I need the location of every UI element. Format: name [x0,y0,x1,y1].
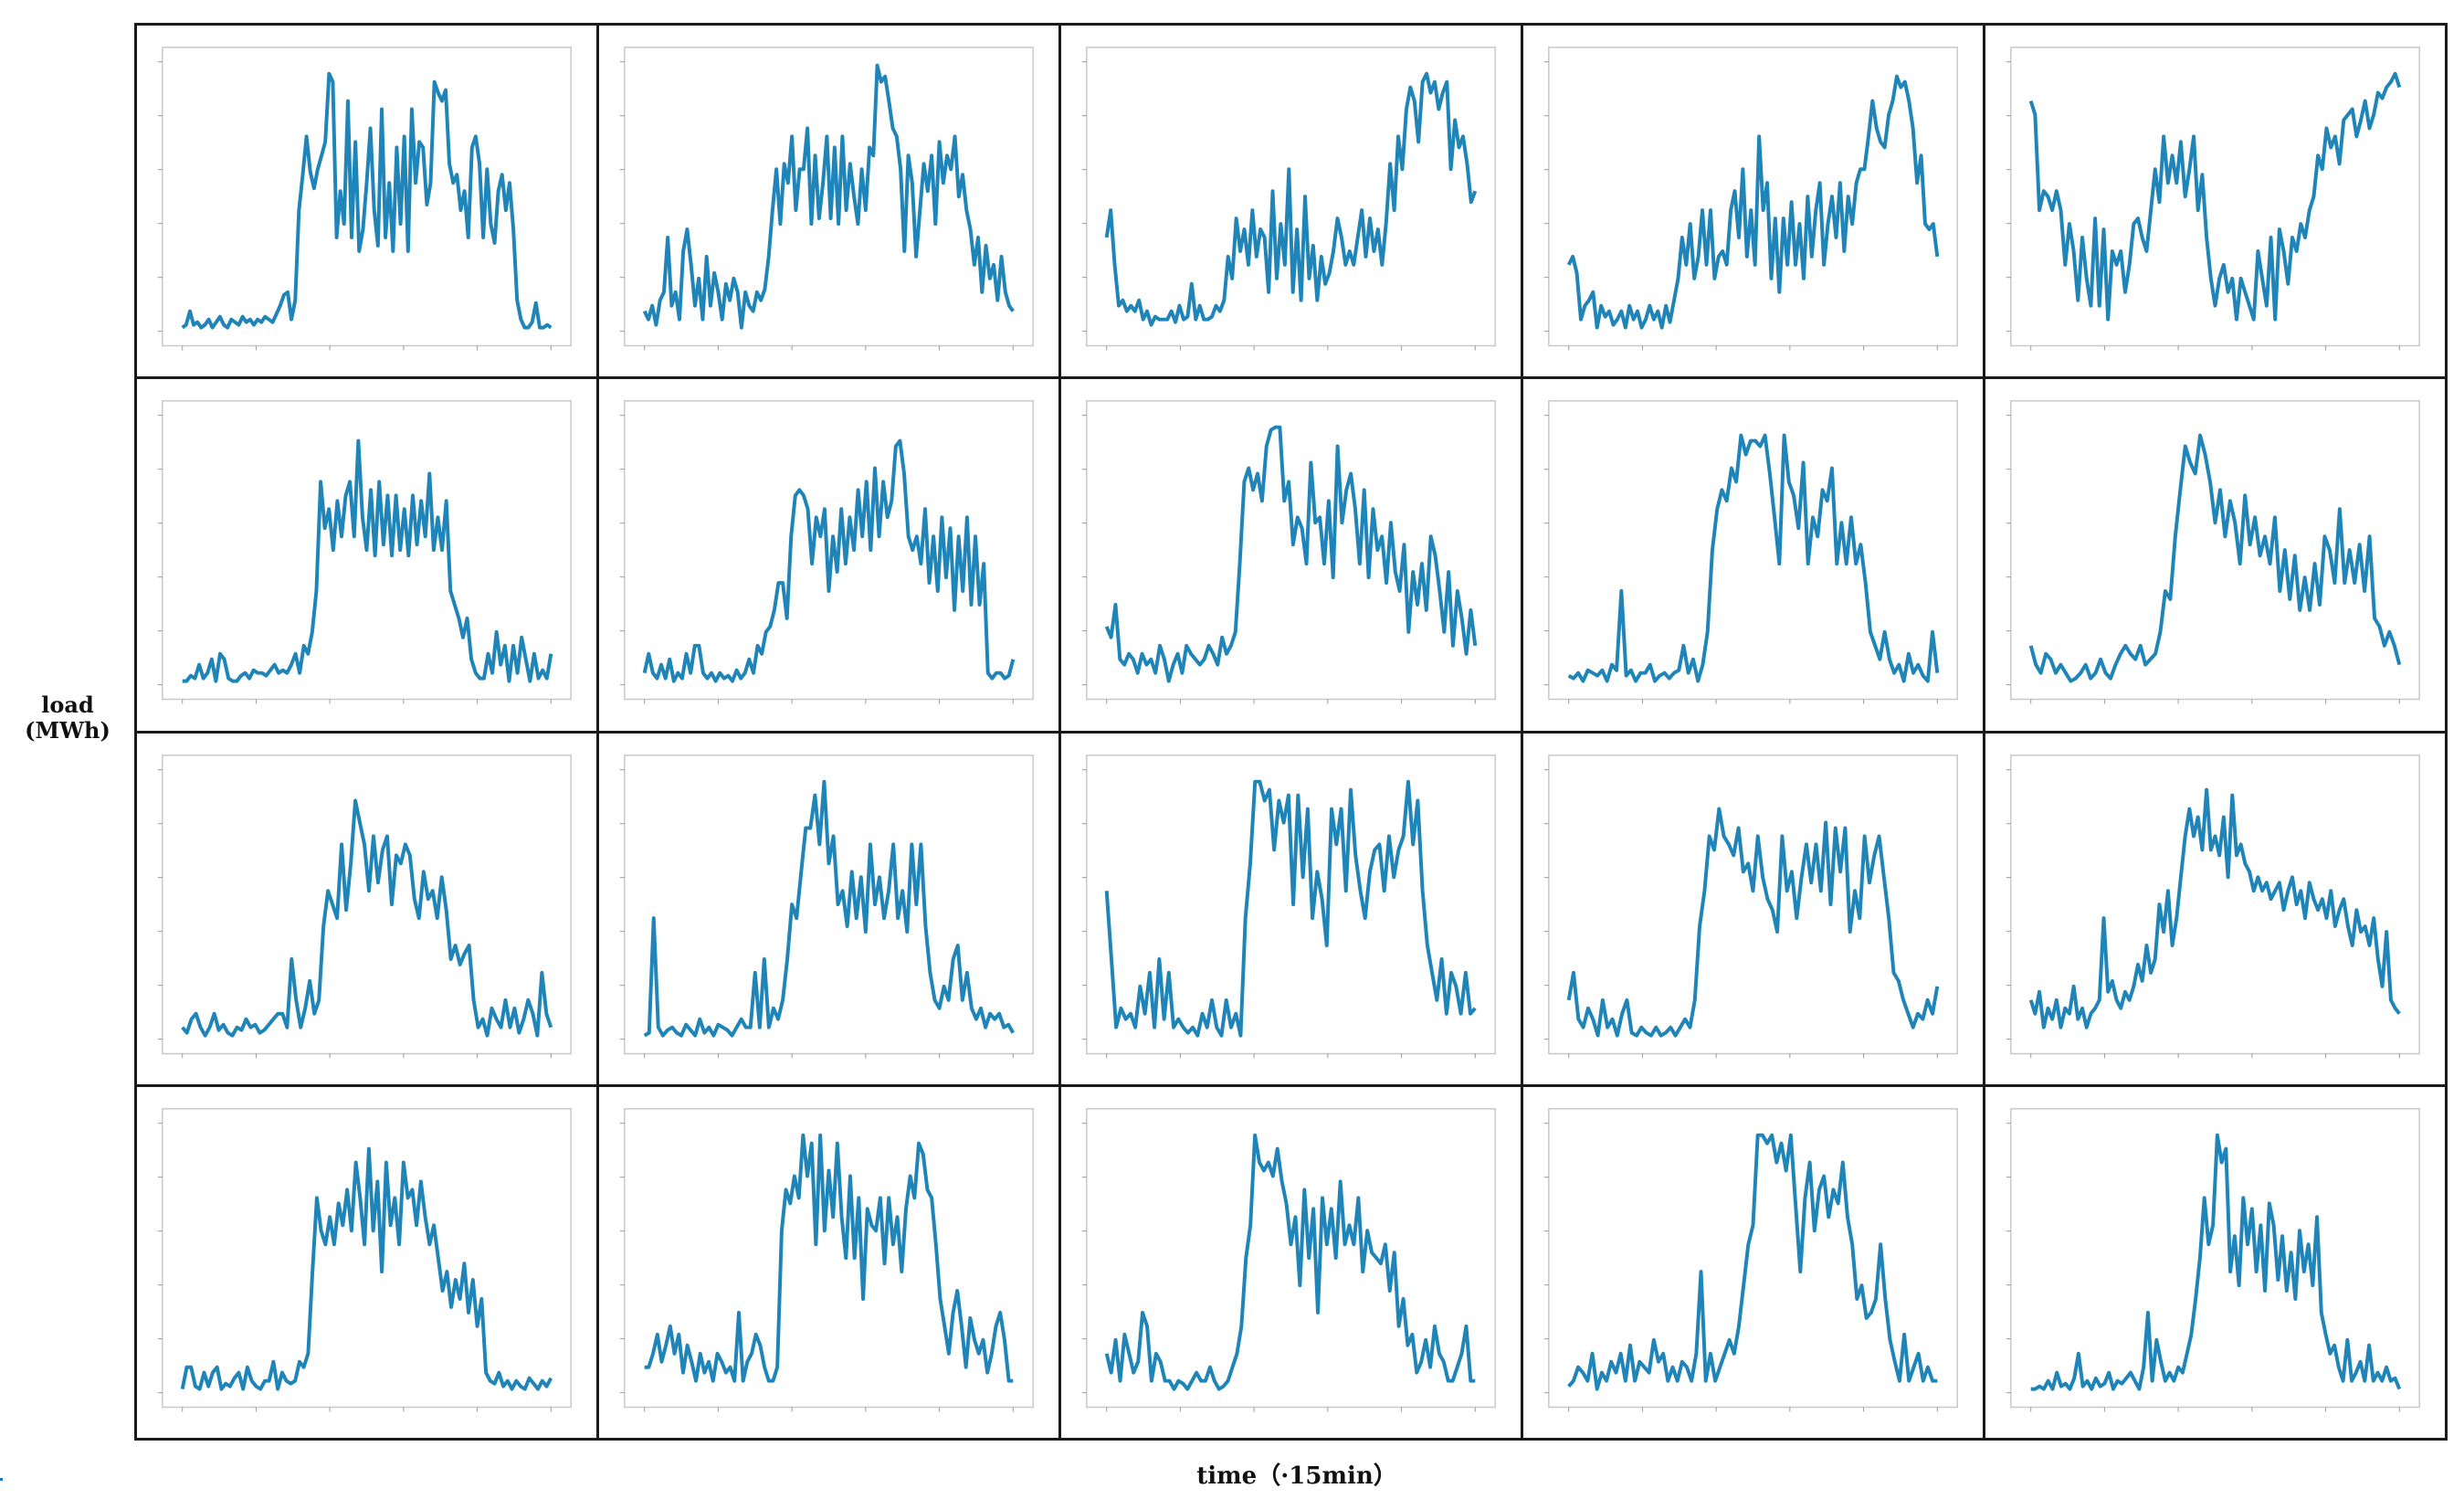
axes-frame [624,400,1034,701]
subplot-17 [596,1083,1061,1441]
y-axis-label: load (MWh) [25,691,111,744]
axes-frame [624,47,1034,347]
load-series-line [2028,433,2402,683]
axes-frame [162,1107,572,1409]
subplot-15 [1983,730,2448,1087]
axes-frame [162,47,572,347]
axes-frame [624,754,1034,1054]
axes-frame [1086,1107,1496,1409]
load-series-line [642,438,1016,683]
subplot-20 [1983,1083,2448,1441]
load-series-line [182,438,553,683]
load-series-line [1104,425,1478,683]
subplot-8 [1058,376,1523,734]
axes-frame [162,400,572,701]
load-series-line [1104,71,1478,327]
load-series-line [642,63,1015,330]
load-series-line [1567,433,1940,683]
subplot-19 [1521,1083,1985,1441]
axes-frame [1086,400,1496,701]
load-series-line [1104,779,1477,1038]
axes-frame [624,1107,1034,1409]
subplot-2 [596,23,1061,380]
subplot-7 [596,376,1061,734]
axes-frame [1548,1107,1958,1409]
load-series-line [1567,1133,1938,1391]
load-series-line [1566,74,1940,330]
x-axis-label: time（·15min） [1196,1462,1397,1490]
axes-frame [1548,754,1958,1054]
subplot-grid [134,23,2448,1441]
load-series-line [2028,71,2402,322]
subplot-6 [134,376,599,734]
load-series-line [181,798,553,1038]
stray-dot [0,1478,3,1481]
axes-frame [2010,1107,2420,1409]
axes-frame [2010,754,2420,1054]
axes-frame [1086,47,1496,347]
subplot-3 [1058,23,1523,380]
axes-frame [162,754,572,1054]
load-series-line [180,1146,553,1391]
subplot-11 [134,730,599,1087]
axes-frame [1548,47,1958,347]
subplot-18 [1058,1083,1523,1441]
load-series-line [644,1133,1014,1383]
load-series-line [181,71,553,330]
load-series-line [643,779,1016,1038]
axes-frame [1086,754,1496,1054]
load-series-line [2030,1133,2402,1391]
subplot-13 [1058,730,1523,1087]
load-series-line [1566,807,1940,1038]
subplot-1 [134,23,599,380]
subplot-9 [1521,376,1985,734]
subplot-16 [134,1083,599,1441]
axes-frame [1548,400,1958,701]
subplot-4 [1521,23,1985,380]
load-series-line [2028,787,2401,1029]
subplot-14 [1521,730,1985,1087]
axes-frame [2010,47,2420,347]
load-series-line [1104,1133,1476,1391]
subplot-5 [1983,23,2448,380]
subplot-10 [1983,376,2448,734]
subplot-12 [596,730,1061,1087]
axes-frame [2010,400,2420,701]
